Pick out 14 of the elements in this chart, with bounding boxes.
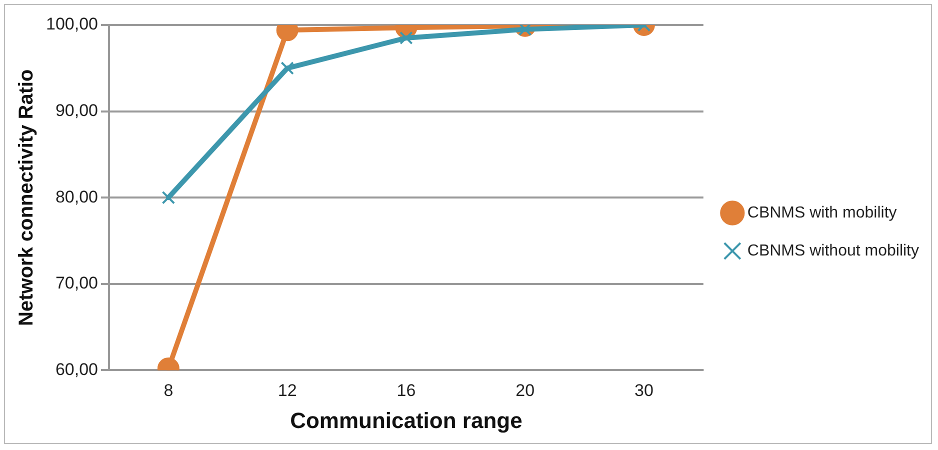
x-axis-title: Communication range (290, 408, 522, 433)
x-tick-label: 8 (164, 381, 174, 400)
y-tick-label: 70,00 (55, 274, 98, 293)
x-tick-label: 20 (516, 381, 535, 400)
y-tick-label: 80,00 (55, 187, 98, 206)
x-tick-label: 16 (396, 381, 416, 400)
y-tick-label: 90,00 (55, 100, 98, 120)
legend-label: CBNMS with mobility (747, 204, 897, 222)
x-tick-label: 12 (278, 381, 297, 400)
y-tick-label: 60,00 (55, 360, 98, 379)
y-tick-label: 100,00 (46, 14, 98, 34)
x-tick-label: 30 (634, 381, 654, 400)
y-axis-title: Network connectivity Ratio (16, 69, 38, 326)
legend-label: CBNMS without mobility (747, 242, 920, 260)
